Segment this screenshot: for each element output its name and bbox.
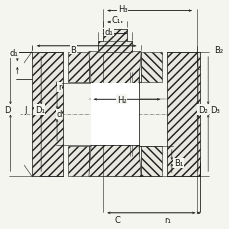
Text: D₃: D₃	[210, 106, 219, 114]
Text: B₂: B₂	[213, 46, 222, 55]
Polygon shape	[68, 146, 88, 177]
Text: B₁: B₁	[173, 159, 183, 168]
Polygon shape	[141, 146, 161, 177]
Polygon shape	[166, 52, 199, 177]
Polygon shape	[141, 52, 161, 83]
Text: d₁: d₁	[104, 27, 113, 36]
Text: H₃: H₃	[118, 5, 127, 14]
Text: B: B	[70, 46, 76, 55]
Text: r₁: r₁	[163, 215, 170, 224]
Polygon shape	[32, 52, 63, 177]
Polygon shape	[102, 30, 127, 52]
Text: C₁: C₁	[111, 16, 120, 25]
Polygon shape	[91, 84, 138, 145]
Text: H₂: H₂	[117, 95, 126, 104]
Polygon shape	[196, 69, 199, 160]
Text: r: r	[58, 83, 61, 92]
Text: D₂: D₂	[197, 106, 207, 114]
Text: J: J	[24, 106, 26, 114]
Text: C: C	[114, 215, 120, 224]
Polygon shape	[98, 42, 131, 52]
Text: D₁: D₁	[35, 106, 44, 114]
Polygon shape	[88, 145, 141, 177]
Polygon shape	[68, 52, 88, 83]
Polygon shape	[88, 52, 141, 84]
Text: d₁: d₁	[10, 49, 18, 58]
Text: D: D	[4, 106, 11, 114]
Text: d: d	[56, 110, 61, 119]
